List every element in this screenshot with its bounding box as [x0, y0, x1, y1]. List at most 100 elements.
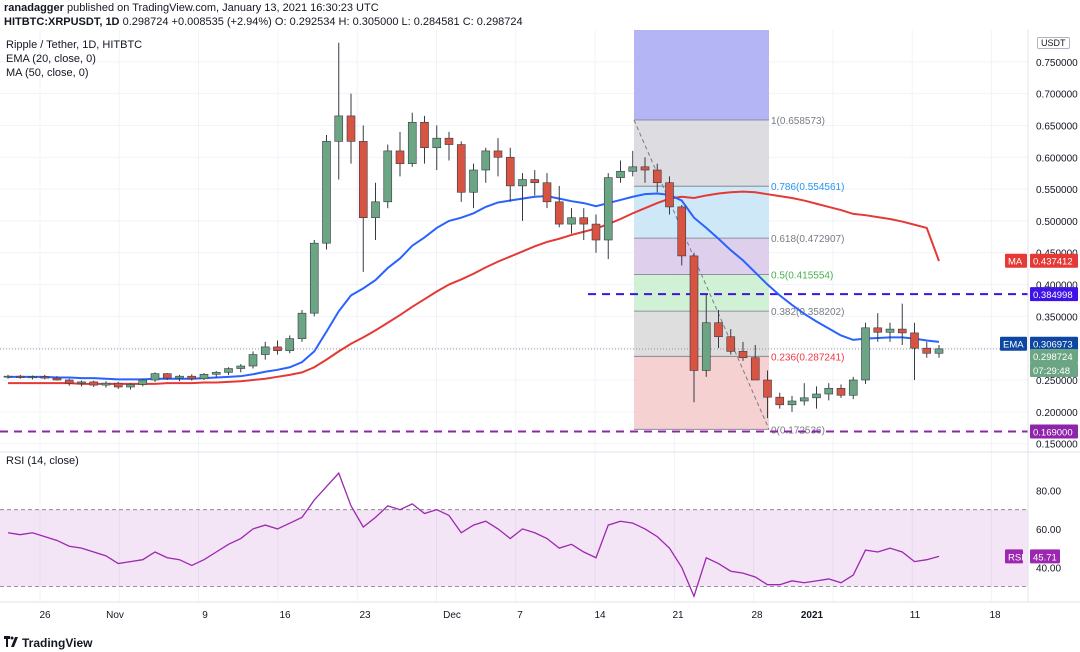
candle-body — [873, 327, 883, 333]
rsi-tick-label: 80.00 — [1036, 486, 1061, 497]
candle-body — [224, 368, 233, 373]
time-tick-label: 21 — [672, 610, 684, 621]
legend-rsi[interactable]: RSI (14, close) — [6, 455, 79, 467]
candle-body — [138, 379, 148, 385]
fib-extension-zone — [634, 30, 769, 120]
price-tick-label: 0.400000 — [1036, 281, 1078, 292]
rsi-line — [7, 471, 940, 599]
candle-body — [701, 322, 711, 371]
currency-badge[interactable]: USDT — [1037, 37, 1070, 49]
candle-body — [77, 381, 86, 384]
price-tick-label: 0.150000 — [1036, 440, 1078, 451]
candle-body — [432, 137, 442, 149]
fib-level-label: 1(0.658573) — [771, 116, 825, 127]
candle-body — [456, 144, 466, 193]
candle-body — [579, 217, 589, 225]
candle-body — [383, 150, 393, 203]
candle-body — [616, 170, 625, 178]
resistance-tag: 0.384998 — [1033, 290, 1073, 301]
candle-body — [665, 182, 674, 208]
time-tick-label: 9 — [202, 610, 208, 621]
legend-ma[interactable]: MA (50, close, 0) — [6, 67, 89, 79]
price-change: +0.008535 (+2.94%) — [171, 16, 272, 28]
candle-body — [897, 328, 907, 334]
candle-body — [799, 397, 809, 402]
time-tick-label: 14 — [594, 610, 606, 621]
candle-body — [848, 379, 858, 396]
ma-tag-name-bg — [1005, 253, 1027, 268]
footer: TradingView — [0, 634, 1080, 652]
rsi-tag-name-bg — [1005, 549, 1023, 564]
time-tick-label: 11 — [910, 610, 921, 621]
candle-body — [150, 373, 160, 381]
candle-body — [334, 115, 344, 142]
fib-zone — [634, 356, 769, 430]
countdown-tag: 07:29:48 — [1033, 366, 1070, 377]
candle-body — [567, 217, 576, 225]
rsi-tag-name: RSI — [1008, 552, 1024, 563]
fib-level-label: 0.618(0.472907) — [771, 234, 844, 245]
candle-body — [836, 387, 846, 396]
candle-body — [126, 384, 135, 388]
ema-tag-name: EMA — [1003, 340, 1024, 351]
last-price-tag: 0.298724 — [1033, 352, 1073, 363]
candle-body — [652, 169, 662, 184]
time-tick-label: 16 — [279, 610, 291, 621]
candle-body — [260, 346, 270, 355]
fib-zone — [634, 311, 769, 357]
candle-body — [518, 179, 527, 187]
candle-body — [934, 348, 944, 354]
candle-body — [187, 375, 197, 380]
time-tick-label: 28 — [751, 610, 763, 621]
candle-body — [640, 166, 650, 171]
fib-level-label: 0.5(0.415554) — [771, 271, 833, 282]
candle-body — [273, 346, 282, 352]
open-value: O: 0.292534 — [274, 16, 336, 28]
price-tick-label: 0.700000 — [1036, 90, 1078, 101]
fib-level-label: 0.382(0.358202) — [771, 307, 844, 318]
low-value: L: 0.284581 — [401, 16, 460, 28]
countdown-tag-bg — [1030, 362, 1078, 377]
candle-body — [922, 347, 932, 354]
candle-body — [910, 332, 919, 349]
ma-tag-name: MA — [1008, 257, 1023, 268]
close-value: C: 0.298724 — [462, 16, 523, 28]
candle-body — [420, 121, 429, 149]
candle-body — [28, 376, 37, 379]
candle-body — [530, 179, 540, 184]
candle-body — [750, 357, 760, 381]
rsi-tag-value: 45.71 — [1033, 552, 1057, 563]
fib-level-label: 0.236(0.287241) — [771, 352, 844, 363]
candle-body — [505, 156, 515, 187]
legend-ema[interactable]: EMA (20, close, 0) — [6, 53, 96, 65]
fib-zone — [634, 186, 769, 239]
candle-body — [236, 365, 246, 369]
candle-body — [861, 327, 870, 381]
fib-level-label: 0(0.172536) — [771, 425, 825, 436]
legend-title: Ripple / Tether, 1D, HITBTC — [6, 39, 143, 51]
candle-body — [591, 223, 601, 241]
candle-body — [628, 166, 638, 172]
last-price: 0.298724 — [122, 16, 169, 28]
candle-body — [763, 379, 772, 398]
author-name[interactable]: ranadagger — [4, 2, 64, 14]
candle-body — [689, 255, 699, 371]
candle-body — [469, 169, 478, 193]
tradingview-brand[interactable]: TradingView — [22, 636, 93, 650]
candle-body — [726, 336, 736, 352]
rsi-tick-label: 60.00 — [1036, 525, 1061, 536]
candle-body — [395, 150, 405, 164]
candle-body — [407, 121, 417, 164]
candle-body — [824, 387, 834, 395]
ma-50-line — [8, 190, 940, 385]
price-tick-label: 0.650000 — [1036, 121, 1078, 132]
rsi-tick-label: 40.00 — [1036, 563, 1061, 574]
candle-body — [603, 177, 613, 241]
last-price-tag-bg — [1030, 348, 1078, 363]
price-tick-label: 0.600000 — [1036, 153, 1078, 164]
ema-tag-value-bg — [1030, 336, 1078, 351]
candle-body — [738, 351, 748, 359]
time-tick-label: Dec — [443, 610, 461, 621]
price-chart[interactable]: 1(0.658573) 0.786(0.554561) 0.618(0.472907… — [0, 30, 1080, 632]
candle-body — [52, 377, 62, 381]
